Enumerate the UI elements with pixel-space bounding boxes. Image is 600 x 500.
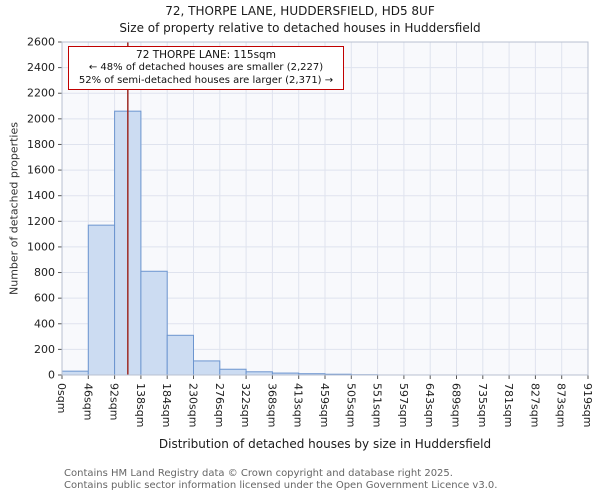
x-tick-label: 597sqm (397, 383, 410, 427)
x-tick-label: 551sqm (371, 383, 384, 427)
histogram-bar (61, 370, 89, 376)
x-tick-label: 413sqm (292, 383, 305, 427)
y-tick-label: 600 (34, 292, 55, 305)
footer: Contains HM Land Registry data © Crown c… (64, 468, 600, 491)
x-tick-label: 46sqm (81, 383, 94, 420)
x-tick-label: 276sqm (213, 383, 226, 427)
x-tick-label: 919sqm (581, 383, 594, 427)
x-tick-label: 781sqm (502, 383, 515, 427)
y-tick-label: 2200 (27, 87, 55, 100)
y-tick-label: 1800 (27, 138, 55, 151)
histogram-chart: 0 200 400 600 800 1000 1200 1400 1600 1800 2000 220… (27, 36, 594, 428)
footer-line-1: Contains HM Land Registry data © Crown c… (64, 468, 453, 479)
x-tick-label: 138sqm (134, 383, 147, 427)
x-tick-label: 459sqm (318, 383, 331, 427)
x-tick-label: 322sqm (239, 383, 252, 427)
x-tick-label: 230sqm (187, 383, 200, 427)
y-tick-label: 2000 (27, 112, 55, 125)
annotation-box: 72 THORPE LANE: 115sqm ← 48% of detached… (68, 46, 344, 90)
y-tick-label: 1400 (27, 189, 55, 202)
histogram-bar (87, 224, 116, 376)
x-tick-label: 735sqm (476, 383, 489, 427)
chart-subtitle: Size of property relative to detached ho… (119, 21, 481, 35)
y-tick-label: 1000 (27, 240, 55, 253)
plot-border (61, 41, 589, 376)
x-tick-label: 368sqm (265, 383, 278, 427)
y-tick-label: 200 (34, 343, 55, 356)
y-tick-label: 1600 (27, 164, 55, 177)
x-tick-label: 184sqm (160, 383, 173, 427)
annotation-property-line: 72 THORPE LANE: 115sqm (136, 49, 276, 61)
y-tick-label: 400 (34, 317, 55, 330)
y-tick-label: 1200 (27, 215, 55, 228)
histogram-bar (166, 334, 194, 376)
y-tick-label: 2600 (27, 36, 55, 49)
y-tick-label: 800 (34, 266, 55, 279)
histogram-bar (193, 360, 221, 376)
chart-title: 72, THORPE LANE, HUDDERSFIELD, HD5 8UF (165, 4, 435, 18)
y-tick-label: 0 (48, 369, 55, 382)
footer-line-2: Contains public sector information licen… (64, 479, 498, 491)
x-tick-label: 827sqm (528, 383, 541, 427)
y-tick-label: 2400 (27, 61, 55, 74)
histogram-bar (140, 270, 168, 376)
annotation-smaller-line: ← 48% of detached houses are smaller (2,… (88, 62, 324, 73)
x-tick-label: 0sqm (55, 383, 68, 413)
histogram-bar (219, 368, 247, 376)
x-tick-label: 505sqm (344, 383, 357, 427)
x-tick-label: 873sqm (555, 383, 568, 427)
annotation-larger-line: 52% of semi-detached houses are larger (… (78, 74, 334, 86)
x-axis-label: Distribution of detached houses by size … (158, 437, 492, 451)
x-tick-label: 643sqm (423, 383, 436, 427)
x-tick-label: 92sqm (108, 383, 121, 420)
x-tick-label: 689sqm (450, 383, 463, 427)
